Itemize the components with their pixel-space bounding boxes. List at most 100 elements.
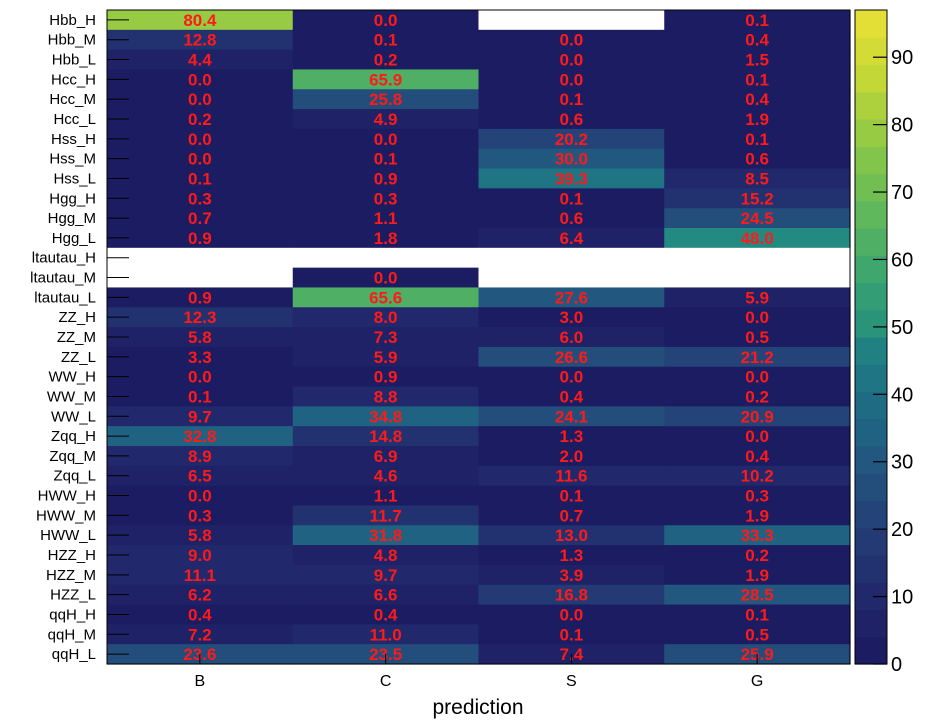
colorbar-tick-label: 40 bbox=[891, 384, 913, 406]
heatmap-cell bbox=[292, 426, 480, 447]
cell-value-label: 8.5 bbox=[745, 169, 769, 188]
cell-value-label: 6.4 bbox=[560, 229, 584, 248]
heatmap-cell bbox=[664, 109, 851, 130]
cell-value-label: 12.3 bbox=[183, 308, 216, 327]
x-axis-label: prediction bbox=[432, 696, 523, 719]
heatmap-cell bbox=[107, 465, 294, 487]
heatmap-cell bbox=[292, 525, 480, 546]
cell-value-label: 39.3 bbox=[555, 169, 588, 188]
cell-value-label: 1.9 bbox=[745, 506, 769, 525]
heatmap-cell bbox=[478, 426, 665, 447]
colorbar-tick-label: 50 bbox=[891, 317, 913, 339]
cell-value-label: 10.2 bbox=[741, 467, 774, 486]
colorbar bbox=[854, 9, 888, 665]
cell-value-label: 1.3 bbox=[560, 427, 584, 446]
heatmap-cell bbox=[107, 485, 294, 507]
row-label: HWW_H bbox=[38, 488, 96, 505]
heatmap-cell bbox=[292, 128, 480, 150]
heatmap-cell bbox=[292, 307, 480, 328]
colorbar-tick-label: 80 bbox=[891, 115, 913, 137]
heatmap-cell bbox=[664, 287, 851, 308]
row-label: qqH_M bbox=[48, 626, 96, 643]
heatmap-cell bbox=[478, 564, 665, 586]
heatmap-cell bbox=[478, 624, 665, 645]
colorbar-tick-label: 70 bbox=[891, 182, 913, 204]
row-label: WW_H bbox=[49, 369, 97, 386]
cell-value-label: 27.6 bbox=[555, 288, 588, 307]
cell-value-label: 6.5 bbox=[188, 467, 212, 486]
cell-value-label: 80.4 bbox=[183, 11, 217, 30]
row-label: Hss_M bbox=[49, 151, 96, 168]
cell-value-label: 0.1 bbox=[560, 487, 584, 506]
heatmap-cell bbox=[478, 545, 665, 566]
cell-value-label: 11.1 bbox=[184, 566, 216, 585]
row-labels: Hbb_H Hbb_M Hbb_L Hcc_H Hcc_M Hcc_L Hss_H Hss_M… bbox=[30, 12, 96, 663]
row-label: HWW_M bbox=[36, 507, 96, 524]
colorbar-frame bbox=[854, 9, 888, 665]
cell-value-label: 15.2 bbox=[741, 189, 774, 208]
heatmap-cell bbox=[478, 128, 665, 150]
heatmap-cell bbox=[478, 525, 665, 546]
row-label: ltautau_H bbox=[32, 250, 96, 267]
heatmap-cell bbox=[292, 386, 480, 407]
cell-value-label: 8.8 bbox=[374, 387, 398, 406]
heatmap-cell bbox=[292, 624, 480, 645]
cell-value-label: 0.4 bbox=[188, 605, 212, 624]
cell-value-label: 1.5 bbox=[745, 51, 769, 70]
cell-value-label: 5.9 bbox=[745, 288, 769, 307]
colorbar-tick-label: 60 bbox=[891, 249, 913, 271]
heatmap-cell bbox=[292, 29, 480, 51]
heatmap-cell bbox=[664, 525, 851, 546]
colorbar-band bbox=[855, 309, 887, 338]
heatmap-cell bbox=[107, 10, 294, 31]
heatmap-cell bbox=[292, 168, 480, 189]
row-label: HZZ_L bbox=[50, 587, 96, 604]
cell-value-label: 8.0 bbox=[374, 308, 398, 327]
cell-value-label: 0.3 bbox=[745, 487, 769, 506]
cell-value-label: 0.0 bbox=[188, 368, 212, 387]
colorbar-band bbox=[855, 282, 887, 311]
heatmap-cell bbox=[478, 208, 665, 229]
colorbar-band bbox=[855, 555, 887, 583]
cell-value-label: 16.8 bbox=[555, 586, 588, 605]
cell-value-label: 5.9 bbox=[374, 348, 398, 367]
heatmap-cell bbox=[478, 267, 665, 289]
cell-value-label: 0.1 bbox=[745, 11, 769, 30]
row-label: HZZ_M bbox=[46, 567, 96, 584]
heatmap-cell bbox=[664, 29, 851, 51]
heatmap-cell bbox=[664, 366, 851, 388]
cell-value-label: 6.6 bbox=[374, 586, 398, 605]
heatmap-cell bbox=[292, 69, 480, 90]
heatmap-cell bbox=[664, 465, 851, 487]
heatmap-cell bbox=[664, 267, 851, 289]
heatmap-cell bbox=[478, 29, 665, 51]
cell-value-label: 5.8 bbox=[188, 328, 212, 347]
cell-value-label: 65.9 bbox=[369, 70, 402, 89]
colorbar-band bbox=[855, 609, 887, 638]
heatmap-cell bbox=[664, 307, 851, 328]
heatmap-cell bbox=[292, 49, 480, 71]
heatmap-cell bbox=[478, 366, 665, 388]
cell-value-label: 0.0 bbox=[374, 269, 398, 288]
cell-value-label: 32.8 bbox=[183, 427, 216, 446]
heatmap-cell bbox=[107, 446, 294, 467]
cell-value-label: 0.1 bbox=[560, 90, 584, 109]
cell-value-label: 0.1 bbox=[560, 625, 584, 644]
row-label: Hss_L bbox=[53, 170, 96, 187]
cell-value-label: 1.9 bbox=[745, 566, 769, 585]
column-label: B bbox=[195, 673, 206, 690]
heatmap-cell bbox=[478, 69, 665, 90]
heatmap-cell bbox=[664, 406, 851, 427]
row-label: Zqq_M bbox=[49, 448, 96, 465]
row-label: Hcc_L bbox=[53, 111, 96, 128]
heatmap-cell bbox=[292, 465, 480, 487]
row-label: HZZ_H bbox=[48, 547, 96, 564]
row-label: ltautau_M bbox=[30, 270, 96, 287]
heatmap-cell bbox=[107, 29, 294, 51]
row-label: Zqq_L bbox=[53, 468, 96, 485]
heatmap-cell bbox=[664, 228, 851, 249]
cell-value-label: 0.0 bbox=[188, 150, 212, 169]
cell-value-label: 12.8 bbox=[183, 31, 216, 50]
